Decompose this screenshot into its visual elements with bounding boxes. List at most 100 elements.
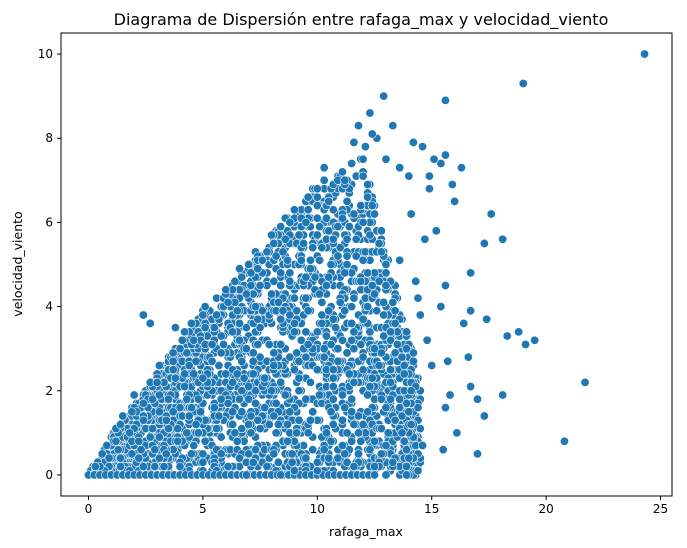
scatter-point [397,352,407,362]
scatter-point [168,365,178,375]
scatter-point [360,142,370,152]
scatter-point [374,276,384,286]
scatter-point [269,348,279,358]
scatter-point [301,217,311,227]
scatter-point [347,302,357,312]
scatter-point [154,432,164,442]
scatter-point [276,314,286,324]
scatter-point [257,306,267,316]
scatter-point [285,310,295,320]
scatter-point [189,440,199,450]
scatter-point [397,428,407,438]
x-tick-label: 15 [424,502,439,516]
scatter-point [292,348,302,358]
scatter-point [152,377,162,387]
scatter-point [502,331,512,341]
scatter-point [388,121,398,131]
scatter-point [356,276,366,286]
scatter-point [193,428,203,438]
scatter-point [317,243,327,253]
scatter-point [312,466,322,476]
scatter-point [363,407,373,417]
scatter-point [443,356,453,366]
scatter-point [248,356,258,366]
scatter-point [230,276,240,286]
scatter-point [303,339,313,349]
scatter-point [312,230,322,240]
scatter-point [402,462,412,472]
scatter-point [294,373,304,383]
scatter-point [115,453,125,463]
scatter-point [232,369,242,379]
scatter-point [280,390,290,400]
scatter-point [363,302,373,312]
scatter-point [232,306,242,316]
scatter-point [402,327,412,337]
scatter-point [456,163,466,173]
scatter-point [406,209,416,219]
scatter-point [463,352,473,362]
scatter-point [340,175,350,185]
scatter-point [214,411,224,421]
scatter-point [283,419,293,429]
scatter-point [253,264,263,274]
scatter-point [390,318,400,328]
scatter-point [301,272,311,282]
scatter-point [386,377,396,387]
scatter-point [390,348,400,358]
scatter-point [333,453,343,463]
scatter-point [237,272,247,282]
scatter-point [285,276,295,286]
scatter-point [285,268,295,278]
scatter-point [303,205,313,215]
scatter-point [168,407,178,417]
scatter-point [358,154,368,164]
scatter-point [356,436,366,446]
scatter-point [479,238,489,248]
scatter-point [358,314,368,324]
scatter-point [363,180,373,190]
scatter-point [216,432,226,442]
scatter-point [328,419,338,429]
scatter-point [372,306,382,316]
scatter-point [301,352,311,362]
scatter-point [328,365,338,375]
scatter-point [301,293,311,303]
scatter-point [294,230,304,240]
scatter-point [251,445,261,455]
scatter-point [411,276,421,286]
scatter-point [498,390,508,400]
scatter-point [370,436,380,446]
scatter-point [415,424,425,434]
scatter-point [312,327,322,337]
scatter-point [186,449,196,459]
scatter-point [223,398,233,408]
scatter-point [337,167,347,177]
scatter-point [262,462,272,472]
scatter-point [356,201,366,211]
scatter-point [289,466,299,476]
scatter-point [271,251,281,261]
scatter-point [379,297,389,307]
scatter-point [289,205,299,215]
scatter-point [154,453,164,463]
scatter-point [440,403,450,413]
scatter-point [427,361,437,371]
scatter-point [381,268,391,278]
scatter-point [479,411,489,421]
scatter-point [438,445,448,455]
scatter-point [186,403,196,413]
scatter-point [363,268,373,278]
scatter-point [134,453,144,463]
scatter-point [308,407,318,417]
scatter-point [379,331,389,341]
scatter-point [353,428,363,438]
scatter-point [115,462,125,472]
scatter-point [305,255,315,265]
scatter-point [353,121,363,131]
scatter-point [234,453,244,463]
scatter-point [447,180,457,190]
scatter-point [349,419,359,429]
scatter-point [308,445,318,455]
scatter-point [212,310,222,320]
